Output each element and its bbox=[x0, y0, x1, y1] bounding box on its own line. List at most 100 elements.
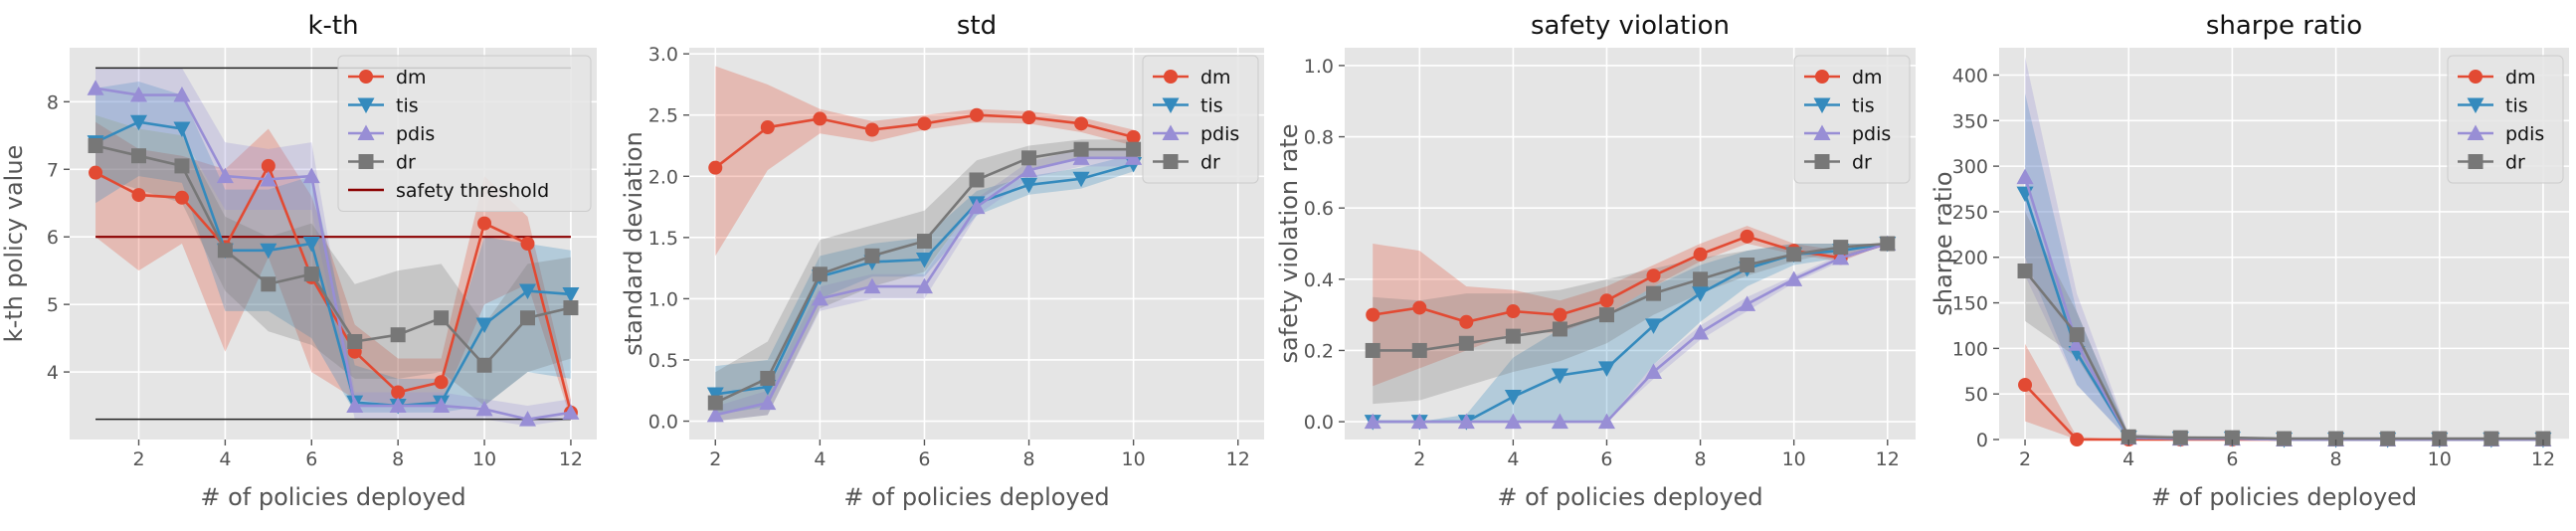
data-point-dm bbox=[2018, 378, 2033, 393]
y-tick-label: 100 bbox=[1952, 338, 1988, 360]
legend-label: safety threshold bbox=[396, 180, 549, 202]
data-point-dm bbox=[261, 158, 276, 173]
data-point-dr bbox=[217, 243, 233, 259]
legend-marker-tis bbox=[2467, 97, 2484, 113]
legend-box bbox=[1142, 55, 1259, 184]
data-point-dr bbox=[1880, 236, 1896, 252]
y-tick-label: 0.0 bbox=[648, 412, 678, 434]
data-point-pdis bbox=[562, 404, 580, 420]
confidence-band-dm bbox=[1373, 226, 1888, 387]
data-point-dm bbox=[917, 116, 932, 131]
legend-label: dm bbox=[1852, 67, 1883, 88]
data-point-dr bbox=[2224, 430, 2240, 445]
confidence-band-dr bbox=[715, 139, 1134, 422]
data-point-dr bbox=[2277, 431, 2292, 446]
data-point-dr bbox=[1740, 257, 1755, 272]
y-tick-label: 2.5 bbox=[648, 105, 678, 127]
data-point-pdis bbox=[1739, 295, 1756, 311]
legend-marker-pdis bbox=[1162, 124, 1180, 140]
data-point-tis bbox=[518, 283, 536, 300]
y-tick-label: 0.5 bbox=[648, 350, 678, 372]
data-point-dr bbox=[519, 310, 535, 326]
y-tick-label: 250 bbox=[1952, 202, 1988, 224]
data-point-tis bbox=[130, 114, 148, 131]
legend-marker-tis bbox=[1813, 97, 1831, 113]
y-axis-label: k-th policy value bbox=[0, 145, 28, 343]
x-tick-label: 2 bbox=[709, 448, 721, 470]
legend-label: pdis bbox=[1200, 123, 1239, 145]
legend-label: pdis bbox=[2505, 123, 2544, 145]
data-point-dr bbox=[2120, 429, 2136, 444]
data-point-dr bbox=[88, 138, 103, 153]
data-point-pdis bbox=[1692, 324, 1710, 340]
x-tick-label: 2 bbox=[2019, 448, 2031, 470]
data-point-pdis bbox=[1364, 413, 1381, 430]
data-point-tis bbox=[475, 317, 493, 334]
legend-box bbox=[1793, 55, 1911, 184]
legend-marker-dr bbox=[1163, 154, 1179, 169]
x-tick-label: 4 bbox=[1507, 448, 1519, 470]
chart-title: k-th bbox=[307, 11, 358, 41]
x-axis-label: # of policies deployed bbox=[200, 483, 465, 511]
y-axis-label: sharpe ratio bbox=[1930, 171, 1957, 315]
chart-panel-4: 2 4 6 8 10 12 0 50 100 150 200 250 300 350 400 sharpe r… bbox=[1930, 11, 2569, 511]
data-point-dm bbox=[434, 375, 449, 390]
data-point-pdis bbox=[2068, 335, 2086, 351]
data-point-dr bbox=[760, 370, 776, 386]
data-point-dr bbox=[261, 276, 276, 292]
y-tick-label: 0.6 bbox=[1304, 198, 1334, 220]
x-tick-label: 4 bbox=[2122, 448, 2134, 470]
data-point-dr bbox=[1552, 321, 1567, 337]
data-point-tis bbox=[1692, 286, 1710, 302]
x-tick-label: 10 bbox=[1122, 448, 1146, 470]
y-axis-label: standard deviation bbox=[620, 131, 647, 356]
data-point-pdis bbox=[1785, 270, 1803, 286]
data-point-dm bbox=[708, 160, 723, 175]
x-tick-label: 12 bbox=[2531, 448, 2555, 470]
data-point-dr bbox=[563, 300, 579, 316]
data-point-tis bbox=[915, 253, 933, 268]
data-point-dr bbox=[812, 266, 828, 282]
data-point-pdis bbox=[1504, 413, 1522, 430]
data-point-dm bbox=[391, 385, 406, 400]
data-point-dr bbox=[1411, 342, 1427, 358]
data-point-dr bbox=[1505, 328, 1521, 344]
data-point-dm bbox=[1459, 314, 1474, 329]
data-point-dr bbox=[434, 310, 450, 326]
data-point-pdis bbox=[811, 289, 828, 306]
data-point-dr bbox=[2017, 263, 2033, 278]
y-tick-label: 400 bbox=[1952, 65, 1988, 87]
data-point-pdis bbox=[1457, 413, 1475, 430]
data-point-pdis bbox=[87, 80, 104, 95]
data-point-tis bbox=[302, 237, 320, 253]
data-point-dr bbox=[864, 248, 880, 264]
data-point-dm bbox=[2070, 433, 2085, 446]
data-point-dr bbox=[390, 327, 406, 343]
series-line-dm bbox=[94, 162, 573, 414]
legend-marker-dr bbox=[1814, 154, 1830, 169]
chart-panel-1: 2 4 6 8 10 12 4 5 6 7 8 k-th # of policies deployed k… bbox=[0, 11, 597, 511]
data-point-pdis bbox=[706, 406, 724, 423]
x-tick-label: 6 bbox=[918, 448, 930, 470]
data-point-dm bbox=[813, 111, 828, 126]
data-point-pdis bbox=[475, 400, 493, 417]
data-point-dm bbox=[1740, 229, 1754, 244]
legend-label: dr bbox=[396, 152, 416, 174]
data-point-pdis bbox=[1125, 149, 1143, 165]
data-point-dm bbox=[970, 107, 984, 122]
data-point-dr bbox=[1646, 285, 1662, 301]
legend-marker-dr bbox=[2468, 154, 2484, 169]
data-point-dm bbox=[1021, 110, 1036, 125]
x-tick-label: 12 bbox=[1876, 448, 1900, 470]
data-point-dr bbox=[1126, 141, 1142, 157]
data-point-dr bbox=[1598, 307, 1614, 323]
data-point-dr bbox=[303, 266, 319, 282]
data-point-pdis bbox=[1020, 161, 1038, 178]
legend-label: dr bbox=[1200, 152, 1220, 174]
data-point-tis bbox=[1551, 368, 1568, 385]
data-point-pdis bbox=[2016, 168, 2034, 185]
y-tick-label: 0.4 bbox=[1304, 269, 1334, 291]
data-point-pdis bbox=[389, 397, 407, 414]
chart-title: sharpe ratio bbox=[2206, 11, 2362, 41]
